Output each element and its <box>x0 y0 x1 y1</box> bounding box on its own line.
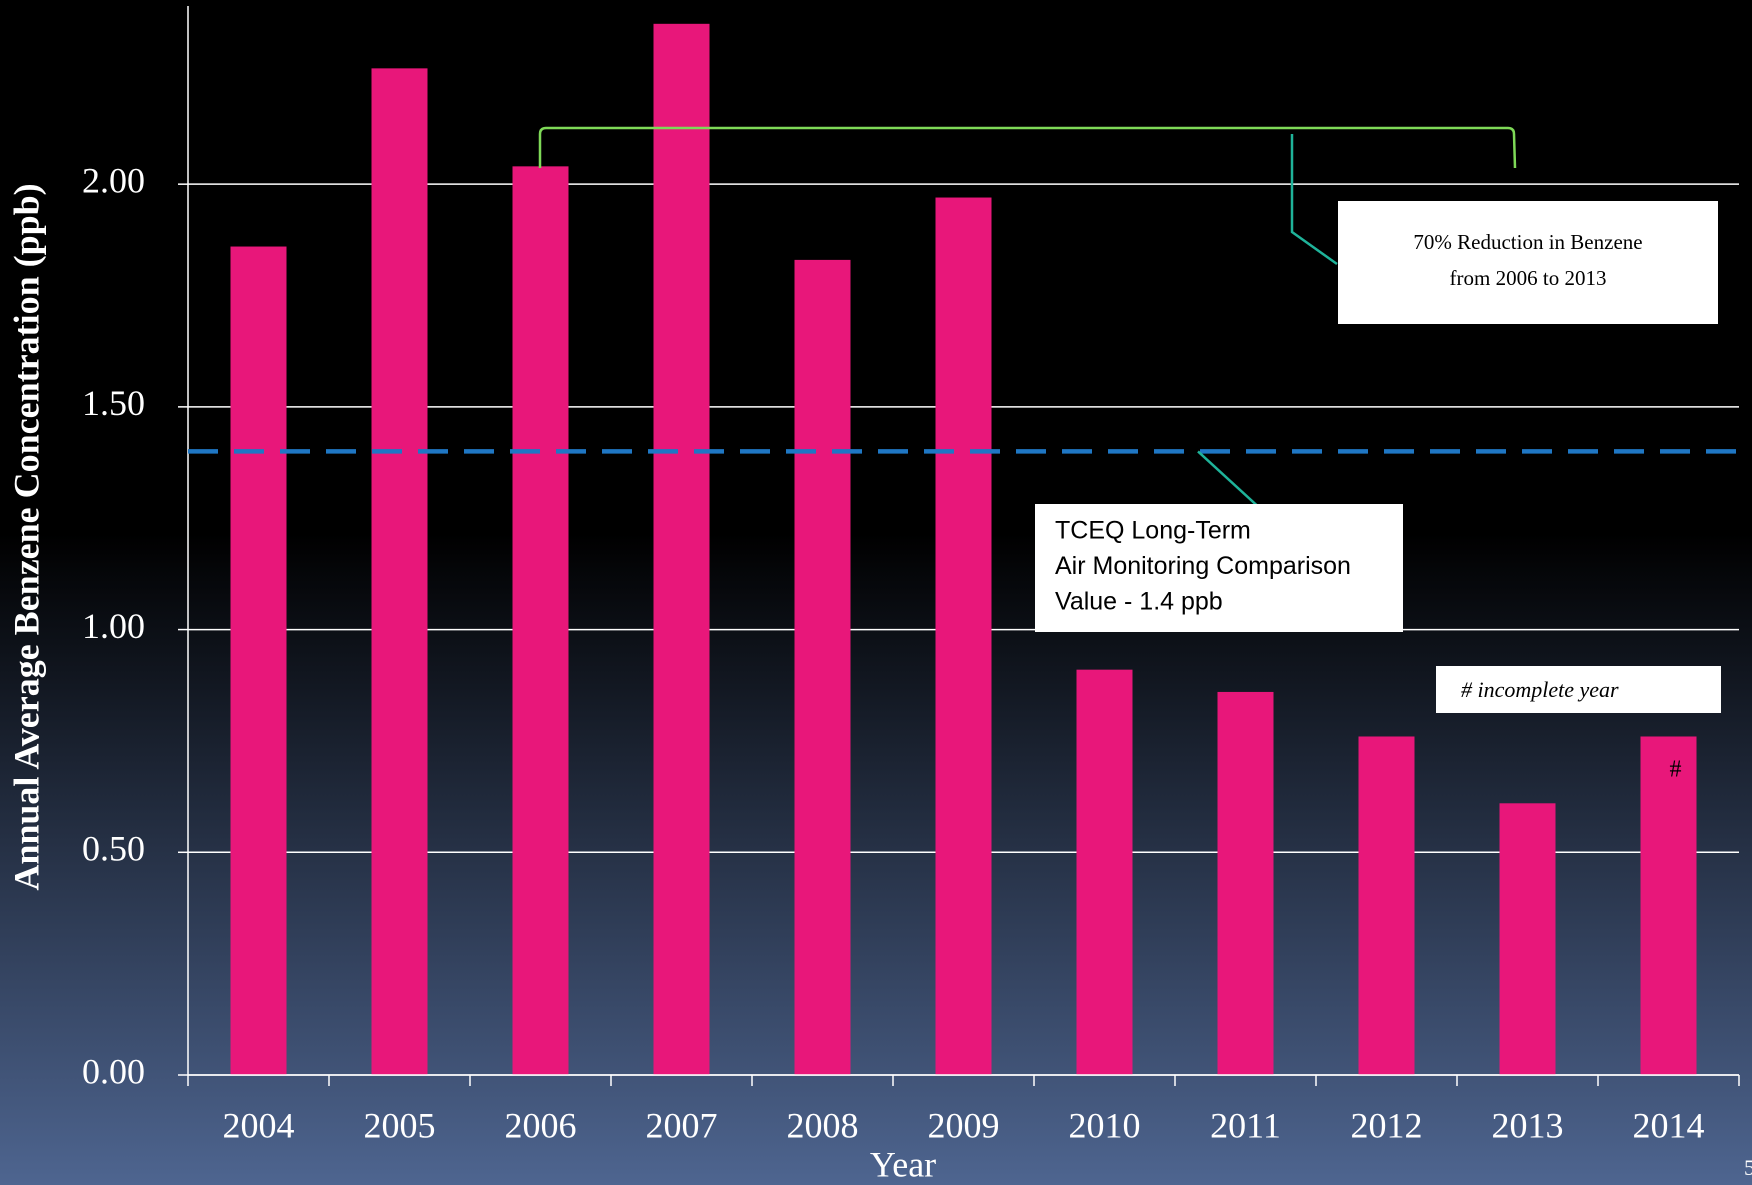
x-tick-label: 2004 <box>223 1105 295 1145</box>
callout-text: 70% Reduction in Benzene <box>1413 230 1642 254</box>
callout-text: Value - 1.4 ppb <box>1055 588 1223 616</box>
bar-marker: # <box>1670 757 1682 783</box>
callout-connector <box>1290 134 1338 266</box>
bar <box>653 23 710 1076</box>
x-axis-title: Year <box>870 1144 936 1184</box>
callout-text: from 2006 to 2013 <box>1450 266 1607 290</box>
bar <box>1217 691 1274 1075</box>
bar <box>1499 803 1556 1075</box>
bar <box>935 197 992 1075</box>
callout-box <box>1338 201 1718 324</box>
bracket <box>538 126 1517 169</box>
y-tick-label: 0.50 <box>82 829 145 869</box>
y-tick-label: 1.00 <box>82 606 145 646</box>
bar <box>1640 736 1697 1075</box>
callout-text: TCEQ Long-Term <box>1055 517 1251 545</box>
bar <box>512 166 569 1076</box>
note-box <box>1436 666 1721 713</box>
page-number: 5 <box>1744 1155 1752 1180</box>
x-tick-label: 2012 <box>1351 1105 1423 1145</box>
y-tick-label: 1.50 <box>82 383 145 423</box>
note-text: # incomplete year <box>1461 677 1619 702</box>
y-axis-title: Annual Average Benzene Concentration (pp… <box>6 183 46 890</box>
bar <box>371 68 428 1075</box>
callout-box <box>1035 504 1403 632</box>
x-tick-label: 2011 <box>1210 1105 1281 1145</box>
y-tick-label: 0.00 <box>82 1051 145 1091</box>
x-tick-label: 2010 <box>1069 1105 1141 1145</box>
x-tick-label: 2009 <box>928 1105 1000 1145</box>
x-tick-label: 2013 <box>1492 1105 1564 1145</box>
bar <box>1358 736 1415 1075</box>
bar <box>1076 669 1133 1075</box>
x-tick-label: 2005 <box>364 1105 436 1145</box>
x-tick-label: 2006 <box>505 1105 577 1145</box>
bar <box>794 259 851 1075</box>
x-tick-label: 2014 <box>1633 1105 1705 1145</box>
x-tick-label: 2008 <box>787 1105 859 1145</box>
x-tick-label: 2007 <box>646 1105 718 1145</box>
callout-text: Air Monitoring Comparison <box>1055 552 1351 580</box>
y-tick-label: 2.00 <box>82 160 145 200</box>
bar <box>230 246 287 1075</box>
